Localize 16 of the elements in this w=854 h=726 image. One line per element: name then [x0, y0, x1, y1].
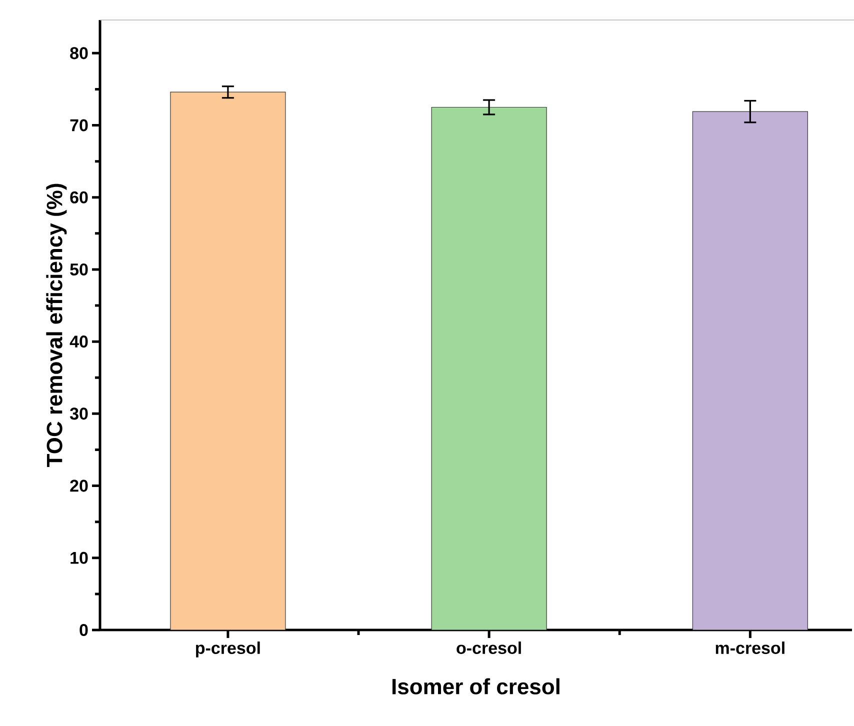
y-tick-label: 30 [70, 408, 88, 420]
y-tick-label: 80 [70, 47, 88, 60]
y-tick-label: 10 [70, 552, 88, 564]
y-tick-label: 60 [70, 191, 88, 204]
x-tick-label: m-cresol [716, 642, 784, 654]
x-tick-label: p-cresol [196, 642, 260, 658]
bar [170, 92, 286, 630]
bar [431, 106, 547, 630]
x-tick-label: o-cresol [456, 642, 521, 654]
x-axis-title: Isomer of cresol [392, 678, 560, 694]
y-axis-title: TOC removal efficiency (%) [46, 184, 67, 467]
y-tick-label: 40 [70, 336, 88, 348]
y-tick-label: 50 [70, 263, 88, 276]
y-tick-label: 20 [70, 480, 88, 492]
y-tick-label: 0 [80, 624, 88, 636]
y-tick-label: 70 [70, 119, 88, 132]
